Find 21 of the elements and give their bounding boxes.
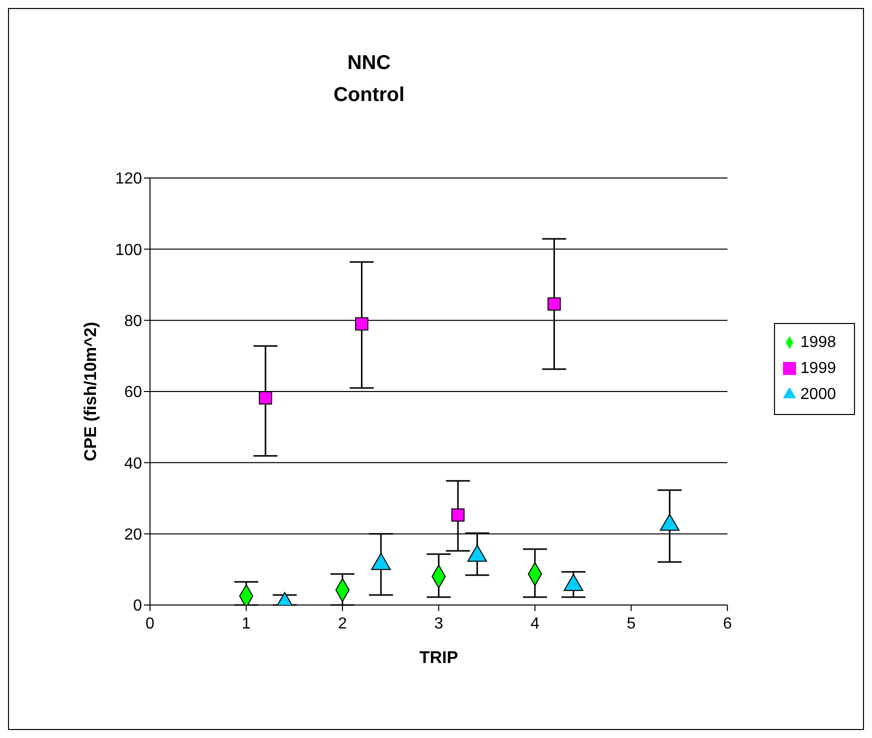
legend-label: 1998: [800, 334, 836, 351]
y-tick-label: 40: [124, 455, 142, 472]
x-tick-label: 2: [338, 615, 348, 632]
y-tick-label: 20: [124, 526, 142, 544]
chart-title: NNC: [346, 51, 392, 76]
x-tick-label: 4: [530, 615, 540, 632]
y-tick-label: 0: [133, 598, 142, 615]
legend-label: 1999: [800, 360, 836, 377]
legend-label: 2000: [800, 386, 836, 403]
y-tick-label: 80: [124, 313, 142, 330]
x-tick-label: 6: [722, 615, 732, 632]
y-tick-label: 60: [124, 384, 142, 402]
y-tick-label: 100: [115, 242, 142, 259]
x-tick-label: 5: [626, 615, 636, 632]
x-axis-title: TRIP: [419, 648, 458, 667]
chart-subtitle: Control: [332, 83, 406, 108]
y-axis-title: CPE (fish/10m^2): [81, 322, 100, 462]
x-tick-label: 3: [434, 615, 444, 632]
y-tick-label: 120: [115, 170, 142, 188]
x-tick-label: 0: [146, 615, 155, 632]
x-tick-label: 1: [242, 615, 251, 632]
